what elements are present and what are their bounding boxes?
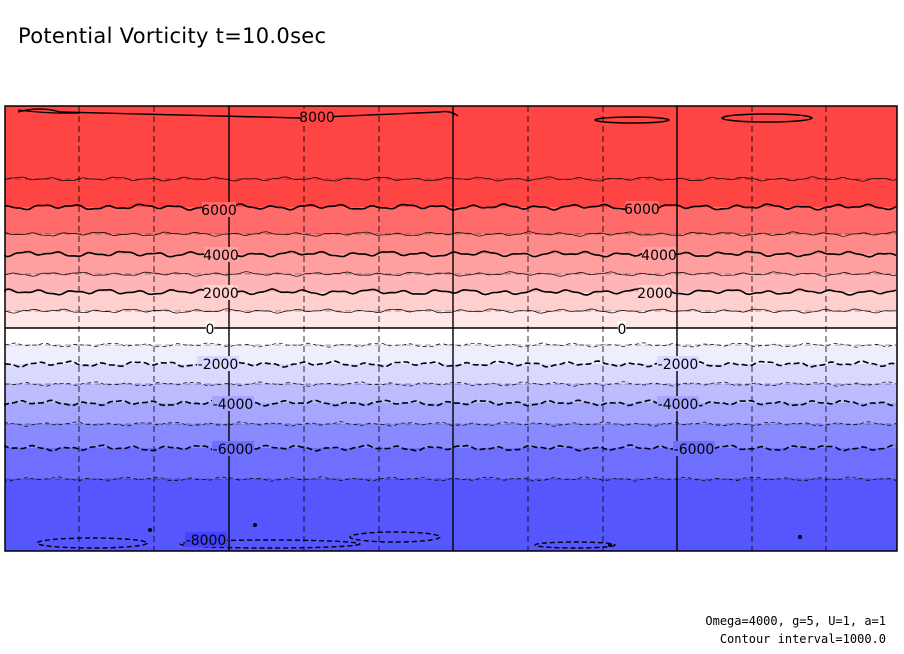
- contour-label-bg: [617, 321, 627, 336]
- contour-label: 4000: [203, 248, 239, 264]
- band--6000: [5, 448, 897, 479]
- band-2000: [5, 292, 897, 311]
- band-7000: [5, 179, 897, 207]
- contour-line-5000: [4, 231, 897, 237]
- contour-label-bg: [204, 247, 238, 262]
- contour-line-4000: [4, 250, 897, 258]
- chart-title: Potential Vorticity t=10.0sec: [18, 24, 327, 48]
- contour-label-bg: [300, 109, 334, 124]
- band--7000: [5, 479, 897, 551]
- contour-label: -2000: [198, 357, 239, 373]
- band-1000: [5, 311, 897, 328]
- contour-label-bg: [204, 285, 238, 300]
- contour-labels: 8000 6000 6000 4000 4000 2000 2000 0 0 -2000 -2000…: [185, 109, 715, 549]
- contour-line-3000: [4, 271, 897, 277]
- contour-label-bg: [673, 441, 715, 456]
- contour-line--4000: [4, 399, 897, 407]
- band--3000: [5, 384, 897, 403]
- closed-contour-pos-1: [721, 113, 813, 123]
- contour-label-bg: [202, 202, 236, 217]
- contour-label-bg: [657, 396, 699, 411]
- contour-label-bg: [642, 247, 676, 262]
- band-4000: [5, 254, 897, 274]
- band-6000: [5, 207, 897, 234]
- band-8000: [5, 106, 897, 179]
- contour-label-bg: [205, 321, 215, 336]
- contour-line-8000: [17, 108, 459, 119]
- plot-frame: [4, 105, 898, 552]
- contour-line--6000: [4, 444, 897, 452]
- contour-label-bg: [212, 396, 254, 411]
- contour-label: 0: [618, 322, 627, 338]
- contour-label: -6000: [213, 442, 254, 458]
- contour-label: -4000: [213, 397, 254, 413]
- closed-contour-dot-1: [148, 528, 152, 532]
- contour-line-7000: [4, 176, 897, 182]
- contour-label: 2000: [637, 286, 673, 302]
- contour-label: -6000: [674, 442, 715, 458]
- closed-contour-neg-3: [534, 541, 616, 549]
- contour-label: -2000: [658, 357, 699, 373]
- band--2000: [5, 364, 897, 384]
- contour-label-bg: [197, 356, 239, 371]
- band-0: [5, 328, 897, 345]
- contour-line--3000: [4, 381, 897, 387]
- contour-line--5000: [4, 421, 897, 427]
- closed-contour-pos-0: [594, 116, 670, 124]
- closed-contour-dot-2: [798, 535, 802, 539]
- contour-label-bg: [625, 201, 659, 216]
- footer-interval: Contour interval=1000.0: [719, 632, 886, 646]
- contour-label: -4000: [658, 397, 699, 413]
- contour-line-8000-a: [17, 109, 81, 114]
- contour-label: 6000: [201, 203, 237, 219]
- band-5000: [5, 234, 897, 254]
- band--4000: [5, 403, 897, 424]
- contour-line-2000: [4, 288, 897, 296]
- closed-contour-neg-1: [179, 539, 361, 549]
- contour-line-6000: [4, 203, 897, 211]
- contour-label: 4000: [641, 248, 677, 264]
- band--5000: [5, 424, 897, 448]
- closed-contour-dot-3: [608, 543, 612, 547]
- closed-contour-dot-0: [253, 523, 257, 527]
- band-3000: [5, 274, 897, 292]
- contour-label: 0: [206, 322, 215, 338]
- contour-label-bg: [638, 285, 672, 300]
- closed-contours: [36, 113, 813, 549]
- closed-contour-neg-2: [349, 531, 441, 543]
- contour-label-bg: [212, 441, 254, 456]
- contour-line--2000: [4, 360, 897, 368]
- closed-contour-neg-0: [36, 537, 148, 549]
- contour-label-bg: [657, 356, 699, 371]
- contour-label: 2000: [203, 286, 239, 302]
- footer-params: Omega=4000, g=5, U=1, a=1: [705, 614, 886, 628]
- grid-lines: [5, 106, 897, 551]
- contour-label: -8000: [186, 533, 227, 549]
- contour-label: 8000: [299, 110, 335, 126]
- contour-label-bg: [185, 532, 227, 547]
- contour-label: 6000: [624, 202, 660, 218]
